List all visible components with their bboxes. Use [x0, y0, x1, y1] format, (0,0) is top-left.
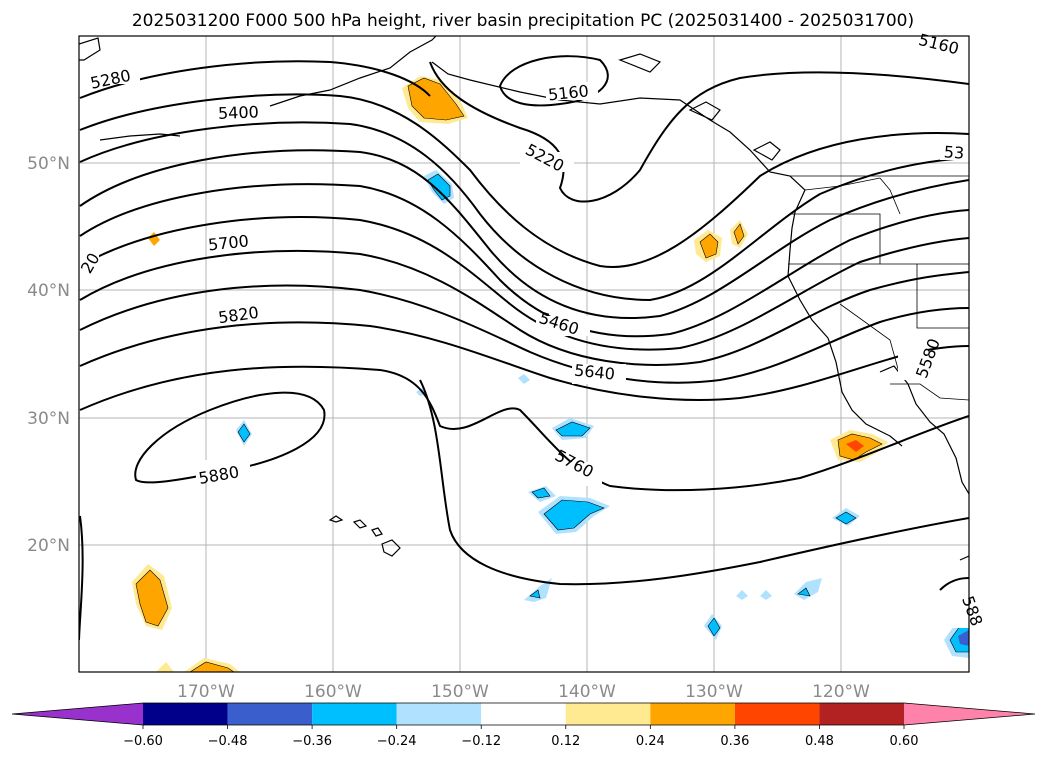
colorbar-tick-label: 0.12 — [551, 734, 580, 749]
colorbar: −0.60 −0.48 −0.36 −0.24 −0.12 0.12 0.24 0.36 0.4… — [11, 702, 1036, 749]
positive-anomaly-area — [148, 232, 160, 246]
lon-label: 120°W — [812, 682, 870, 702]
contour-label: 5700 — [207, 231, 249, 254]
negative-anomaly-area — [736, 590, 748, 600]
lon-label: 150°W — [431, 682, 489, 702]
colorbar-tick-label: 0.60 — [890, 734, 919, 749]
colorbar-tick-label: −0.12 — [461, 734, 501, 749]
colorbar-extend-low — [12, 703, 143, 725]
height-contours — [79, 36, 969, 641]
colorbar-tick-label: −0.24 — [377, 734, 417, 749]
colorbar-tick-label: −0.36 — [292, 734, 332, 749]
positive-anomaly-area — [135, 569, 169, 627]
plot-area — [79, 36, 969, 672]
positive-anomaly-area — [699, 233, 719, 259]
colorbar-bin — [565, 703, 651, 725]
negative-anomaly-area — [237, 423, 251, 443]
plot-frame — [78, 35, 970, 673]
colorbar-bin — [734, 703, 820, 725]
colorbar-tick-label: −0.60 — [123, 734, 163, 749]
negative-anomaly-area — [518, 374, 530, 384]
positive-anomaly-area — [846, 440, 864, 452]
negative-anomaly-area — [555, 421, 591, 437]
negative-anomaly-area — [958, 630, 969, 646]
colorbar-bin — [481, 703, 566, 725]
negative-anomaly-area — [835, 511, 857, 525]
latitude-labels: 20°N 30°N 40°N 50°N — [27, 154, 70, 556]
contour-label: 5400 — [218, 102, 259, 122]
lat-label: 50°N — [27, 154, 70, 174]
positive-anomaly-area — [156, 662, 174, 672]
gridlines — [79, 36, 969, 672]
colorbar-bin — [143, 703, 228, 725]
colorbar-bin — [396, 703, 482, 725]
negative-anomaly-area — [543, 499, 605, 531]
colorbar-bin — [650, 703, 735, 725]
lon-label: 130°W — [685, 682, 743, 702]
lat-label: 20°N — [27, 536, 70, 556]
map-title: 2025031200 F000 500 hPa height, river ba… — [132, 11, 914, 31]
lon-label: 170°W — [177, 682, 235, 702]
negative-anomaly-area — [531, 487, 551, 499]
lat-label: 40°N — [27, 281, 70, 301]
positive-anomaly-area — [189, 661, 235, 672]
contour-label: 5640 — [573, 361, 615, 384]
colorbar-bin — [227, 703, 313, 725]
colorbar-bin — [312, 703, 397, 725]
contour-label: 53 — [943, 142, 965, 162]
negative-anomaly-area — [427, 173, 451, 201]
contour-labels: 5280 5400 5160 5220 5700 20 5820 5460 56… — [77, 30, 986, 629]
colorbar-tick-label: −0.48 — [208, 734, 248, 749]
negative-anomaly-area — [760, 590, 772, 600]
colorbar-tick-label: 0.24 — [636, 734, 665, 749]
lon-label: 140°W — [558, 682, 616, 702]
lat-label: 30°N — [27, 409, 70, 429]
lon-label: 160°W — [304, 682, 362, 702]
precipitation-shading — [132, 76, 969, 672]
colorbar-tick-label: 0.36 — [720, 734, 749, 749]
colorbar-bin — [819, 703, 904, 725]
contour-label: 5160 — [547, 81, 589, 104]
colorbar-tick-label: 0.48 — [805, 734, 834, 749]
colorbar-extend-high — [904, 703, 1035, 725]
negative-anomaly-area — [707, 617, 721, 637]
longitude-labels: 170°W 160°W 150°W 140°W 130°W 120°W — [177, 682, 870, 702]
positive-anomaly-area — [733, 223, 745, 245]
negative-anomaly-area — [797, 587, 811, 597]
negative-anomaly-area — [529, 589, 541, 599]
